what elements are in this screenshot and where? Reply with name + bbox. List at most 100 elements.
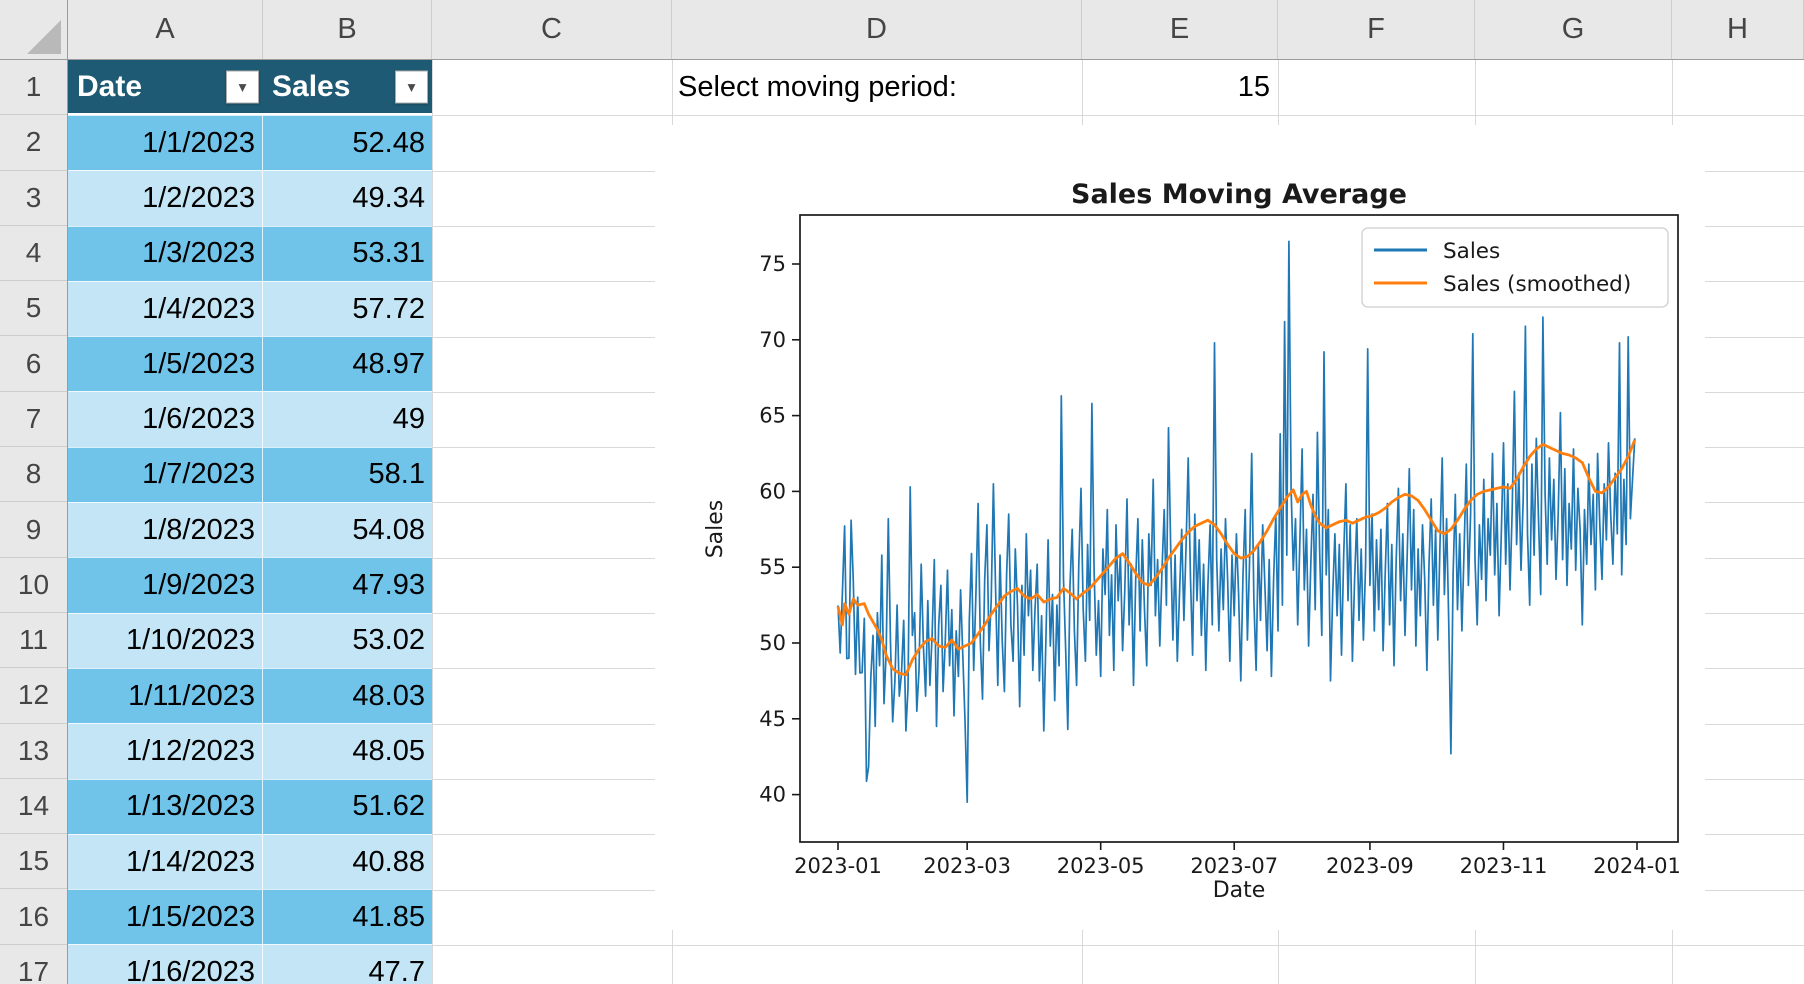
row-header-6[interactable]: 6 — [0, 337, 67, 392]
filter-dropdown-icon: ▾ — [407, 78, 416, 95]
chart-canvas: Sales Moving Average Sales Date 40 45 50 55 60 6… — [703, 179, 1681, 903]
sales-cell[interactable]: 58.1 — [368, 458, 425, 491]
date-cell[interactable]: 1/3/2023 — [68, 226, 263, 281]
column-header-G[interactable]: G — [1475, 0, 1672, 59]
date-cell[interactable]: 1/15/2023 — [68, 890, 263, 945]
column-header-D[interactable]: D — [672, 0, 1082, 59]
select-all-corner[interactable] — [0, 0, 68, 60]
table-row: 1/7/2023 58.1 — [68, 446, 432, 503]
sales-cell[interactable]: 47.7 — [368, 956, 425, 984]
row-header-13[interactable]: 13 — [0, 724, 67, 779]
x-tick-label: 2023-01 — [794, 854, 882, 878]
column-header-B[interactable]: B — [263, 0, 432, 59]
sales-cell[interactable]: 53.31 — [352, 237, 425, 270]
y-tick-label: 40 — [759, 783, 786, 807]
row-header-15[interactable]: 15 — [0, 834, 67, 890]
date-cell[interactable]: 1/13/2023 — [68, 779, 263, 834]
sales-cell[interactable]: 41.85 — [352, 900, 425, 933]
row-header-17[interactable]: 17 — [0, 945, 67, 984]
row-header-11[interactable]: 11 — [0, 613, 67, 669]
x-tick-label: 2023-05 — [1057, 854, 1145, 878]
sales-cell[interactable]: 52.48 — [352, 126, 425, 159]
sales-cell[interactable]: 48.97 — [352, 347, 425, 380]
cell-d1-moving-period-label[interactable]: Select moving period: — [678, 71, 957, 103]
date-cell[interactable]: 1/7/2023 — [68, 447, 263, 503]
table-row: 1/8/2023 54.08 — [68, 502, 432, 558]
date-cell[interactable]: 1/11/2023 — [68, 668, 263, 724]
sales-moving-average-chart[interactable]: Sales Moving Average Sales Date 40 45 50 55 60 6… — [655, 125, 1705, 930]
table-row: 1/15/2023 41.85 — [68, 889, 432, 945]
x-axis-label: Date — [1213, 878, 1266, 903]
date-cell[interactable]: 1/4/2023 — [68, 281, 263, 337]
gridline-horizontal — [68, 944, 1804, 946]
sales-cell[interactable]: 48.05 — [352, 734, 425, 767]
row-header-4[interactable]: 4 — [0, 226, 67, 282]
sales-cell[interactable]: 57.72 — [352, 292, 425, 325]
date-cell[interactable]: 1/9/2023 — [68, 558, 263, 613]
row-header-16[interactable]: 16 — [0, 890, 67, 945]
sales-cell[interactable]: 53.02 — [352, 624, 425, 657]
date-cell[interactable]: 1/10/2023 — [68, 613, 263, 668]
y-tick-label: 65 — [759, 404, 786, 428]
row-header-14[interactable]: 14 — [0, 779, 67, 835]
chart-title: Sales Moving Average — [1071, 179, 1407, 210]
column-header-C[interactable]: C — [432, 0, 672, 59]
date-cell[interactable]: 1/12/2023 — [68, 724, 263, 779]
table-row: 1/12/2023 48.05 — [68, 723, 432, 779]
sales-cell[interactable]: 54.08 — [352, 513, 425, 546]
table-row: 1/16/2023 47.7 — [68, 944, 432, 984]
date-cell[interactable]: 1/6/2023 — [68, 392, 263, 447]
sales-cell[interactable]: 40.88 — [352, 845, 425, 878]
date-cell[interactable]: 1/5/2023 — [68, 337, 263, 392]
column-header-A[interactable]: A — [68, 0, 263, 59]
table-row: 1/11/2023 48.03 — [68, 667, 432, 724]
column-header-H[interactable]: H — [1672, 0, 1804, 59]
x-tick-label: 2023-03 — [923, 854, 1011, 878]
sales-cell[interactable]: 47.93 — [352, 569, 425, 602]
date-filter-button[interactable]: ▾ — [226, 70, 259, 103]
table-header-sales-label: Sales — [272, 69, 351, 103]
table-row: 1/2/2023 49.34 — [68, 170, 432, 226]
table-header-date[interactable]: Date ▾ — [68, 60, 263, 113]
table-header-sales[interactable]: Sales ▾ — [263, 60, 432, 113]
y-tick-label: 50 — [759, 631, 786, 655]
date-cell[interactable]: 1/16/2023 — [68, 945, 263, 984]
row-header-2[interactable]: 2 — [0, 115, 67, 171]
y-tick-label: 70 — [759, 328, 786, 352]
column-header-E[interactable]: E — [1082, 0, 1278, 59]
row-header-1[interactable]: 1 — [0, 60, 67, 116]
legend-entry-label: Sales — [1443, 239, 1500, 264]
y-tick-label: 45 — [759, 707, 786, 731]
y-tick-label: 55 — [759, 555, 786, 579]
row-header-5[interactable]: 5 — [0, 281, 67, 337]
sales-filter-button[interactable]: ▾ — [395, 70, 428, 103]
chart-legend: Sales Sales (smoothed) — [1361, 227, 1669, 308]
sales-cell[interactable]: 51.62 — [352, 790, 425, 823]
sales-cell[interactable]: 48.03 — [352, 679, 425, 712]
date-cell[interactable]: 1/14/2023 — [68, 834, 263, 890]
sales-cell[interactable]: 49.34 — [352, 181, 425, 214]
row-header-7[interactable]: 7 — [0, 392, 67, 448]
table-row: 1/13/2023 51.62 — [68, 778, 432, 834]
filter-dropdown-icon: ▾ — [238, 78, 247, 95]
legend-entry-label: Sales (smoothed) — [1443, 272, 1631, 297]
date-cell[interactable]: 1/1/2023 — [68, 116, 263, 171]
table-row: 1/6/2023 49 — [68, 391, 432, 447]
gridline-vertical — [432, 60, 433, 984]
table-row: 1/14/2023 40.88 — [68, 833, 432, 890]
table-row: 1/3/2023 53.31 — [68, 225, 432, 281]
row-header-12[interactable]: 12 — [0, 668, 67, 724]
row-header-gutter: 1 2 3 4 5 6 7 8 9 10 11 12 13 14 15 16 17 — [0, 60, 68, 984]
date-cell[interactable]: 1/2/2023 — [68, 171, 263, 226]
cell-e1-moving-period-value[interactable]: 15 — [1237, 71, 1270, 103]
date-cell[interactable]: 1/8/2023 — [68, 503, 263, 558]
row-header-3[interactable]: 3 — [0, 171, 67, 226]
row-header-10[interactable]: 10 — [0, 558, 67, 613]
y-tick-label: 60 — [759, 479, 786, 503]
sales-cell[interactable]: 49 — [392, 403, 425, 436]
row-header-8[interactable]: 8 — [0, 447, 67, 503]
column-header-F[interactable]: F — [1278, 0, 1475, 59]
row-header-9[interactable]: 9 — [0, 502, 67, 558]
